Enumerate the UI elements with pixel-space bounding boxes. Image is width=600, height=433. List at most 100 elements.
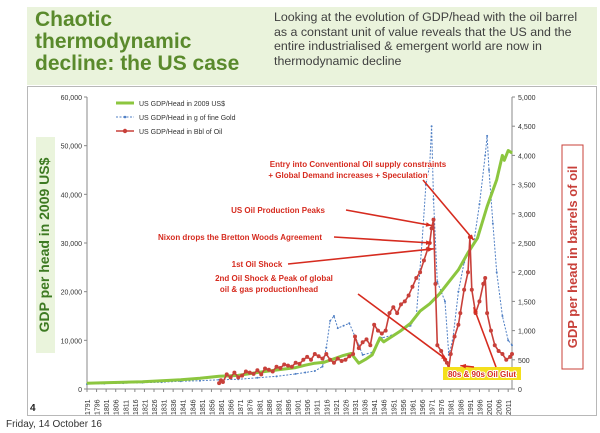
series-usd-point xyxy=(390,336,392,338)
legend-oil-label: US GDP/Head in Bbl of Oil xyxy=(139,129,223,136)
series-usd-point xyxy=(400,330,402,332)
series-gold-point xyxy=(495,271,498,274)
x-tick-label: 1856 xyxy=(209,399,216,415)
y-tick-label-left: 60,000 xyxy=(61,95,83,102)
x-tick-label: 1941 xyxy=(372,399,379,415)
x-tick-label: 1811 xyxy=(123,400,130,415)
slide-subtitle: Looking at the evolution of GDP/head wit… xyxy=(274,10,578,68)
arrow-conventional-oil xyxy=(422,179,475,241)
x-tick-label: 1966 xyxy=(420,399,427,415)
y-tick-label-right: 4,500 xyxy=(518,124,536,131)
legend-usd-label: US GDP/Head in 2009 US$ xyxy=(139,101,225,108)
arrow-first-oil-shock xyxy=(287,248,434,265)
x-tick-label: 1946 xyxy=(382,399,389,415)
series-oil-point xyxy=(456,322,461,327)
series-usd-point xyxy=(161,380,163,382)
series-oil-point xyxy=(429,226,434,231)
series-usd-point xyxy=(122,381,124,383)
x-tick-label: 1791 xyxy=(85,399,92,415)
series-oil-point xyxy=(343,357,348,362)
series-usd-point xyxy=(438,293,440,295)
series-gold-point xyxy=(443,300,446,303)
series-oil-point xyxy=(220,379,225,384)
chart-svg: 0 10,000 20,000 30,000 40,000 50,000 60,000 0 50… xyxy=(36,95,584,415)
series-usd-point xyxy=(448,281,450,283)
series-oil-point xyxy=(433,281,438,286)
y-tick-label-right: 3,000 xyxy=(518,212,536,219)
annotation-nixon: Nixon drops the Bretton Woods Agreement xyxy=(158,233,322,242)
series-oil-point xyxy=(421,258,426,263)
legend-gold-label: US GDP/Head in g of fine Gold xyxy=(139,115,236,122)
x-tick-label: 1981 xyxy=(449,399,456,415)
x-tick-label: 2011 xyxy=(506,400,513,415)
y-tick-label-right: 1,500 xyxy=(518,299,536,306)
legend: US GDP/Head in 2009 US$ US GDP/Head in g … xyxy=(116,101,236,136)
x-tick-label: 1846 xyxy=(190,399,197,415)
x-tick-label: 1826 xyxy=(152,399,159,415)
series-usd-point xyxy=(218,375,220,377)
series-gold-point xyxy=(332,315,335,317)
series-usd-point xyxy=(295,366,297,369)
series-usd-point xyxy=(511,152,513,154)
y-tick-label-left: 0 xyxy=(78,387,82,394)
y-tick-label-right: 3,500 xyxy=(518,183,536,190)
series-usd-point xyxy=(379,337,381,339)
series-oil-point xyxy=(439,349,444,354)
x-tick-label: 1841 xyxy=(181,399,188,415)
series-usd-point xyxy=(180,379,182,381)
series-gold-point xyxy=(430,125,433,128)
x-tick-label: 1886 xyxy=(267,399,274,415)
x-tick-label: 1901 xyxy=(296,399,303,415)
series-oil-point xyxy=(431,217,436,222)
y-tick-label-left: 10,000 xyxy=(61,338,83,345)
series-oil-point xyxy=(266,367,271,372)
series-gold-point xyxy=(304,371,307,374)
series-usd-point xyxy=(476,237,479,239)
series-oil-point xyxy=(270,369,275,374)
annotation-second-oil-shock: 2nd Oil Shock & Peak of global xyxy=(215,274,333,283)
series-oil-point xyxy=(240,373,245,378)
x-tick-label: 1896 xyxy=(286,399,293,415)
annotation-first-oil-shock: 1st Oil Shock xyxy=(232,260,283,269)
series-usd-point xyxy=(419,310,421,312)
series-oil-point xyxy=(387,311,392,316)
y-tick-label-right: 0 xyxy=(518,387,522,394)
arrow-second-oil-shock-head xyxy=(441,354,447,360)
x-tick-label: 1936 xyxy=(363,399,370,415)
series-oil-point xyxy=(508,354,513,359)
series-oil-point xyxy=(504,357,509,362)
series-gold-point xyxy=(321,365,324,368)
series-oil-point xyxy=(510,351,514,356)
series-usd-point xyxy=(323,361,325,363)
series-oil-point xyxy=(278,365,283,370)
series-oil-point xyxy=(289,364,294,369)
annotation-oil-glut: 80s & 90s Oil Glut xyxy=(448,370,516,379)
legend-oil-marker xyxy=(122,128,128,134)
series-gold-point xyxy=(511,344,513,347)
x-tick-label: 1916 xyxy=(324,399,331,415)
series-oil-point xyxy=(331,360,336,365)
series-oil-point xyxy=(375,328,380,333)
y-tick-label-right: 2,000 xyxy=(518,270,536,277)
series-oil-point xyxy=(312,351,317,356)
series-oil-point xyxy=(255,368,260,373)
series-oil-point xyxy=(360,340,365,345)
series-usd-point xyxy=(409,322,412,324)
x-tick-label: 1876 xyxy=(248,399,255,415)
series-gold-point xyxy=(436,280,439,283)
annotation-global-demand: + Global Demand increases + Speculation xyxy=(268,171,427,180)
x-tick-label: 1816 xyxy=(133,399,140,415)
ylabel-right-box xyxy=(561,144,584,370)
series-gold-point xyxy=(198,379,201,382)
y-tick-label-left: 20,000 xyxy=(61,290,83,297)
series-oil-point xyxy=(347,354,352,359)
series-oil-point xyxy=(481,281,486,286)
x-tick-label: 1836 xyxy=(171,399,178,415)
series-oil xyxy=(217,217,514,386)
arrow-second-oil-shock xyxy=(357,293,448,361)
series-oil-point xyxy=(217,381,222,386)
series-oil-point xyxy=(228,375,233,380)
x-tick-label: 1991 xyxy=(468,399,475,415)
series-usd-point xyxy=(314,362,316,364)
